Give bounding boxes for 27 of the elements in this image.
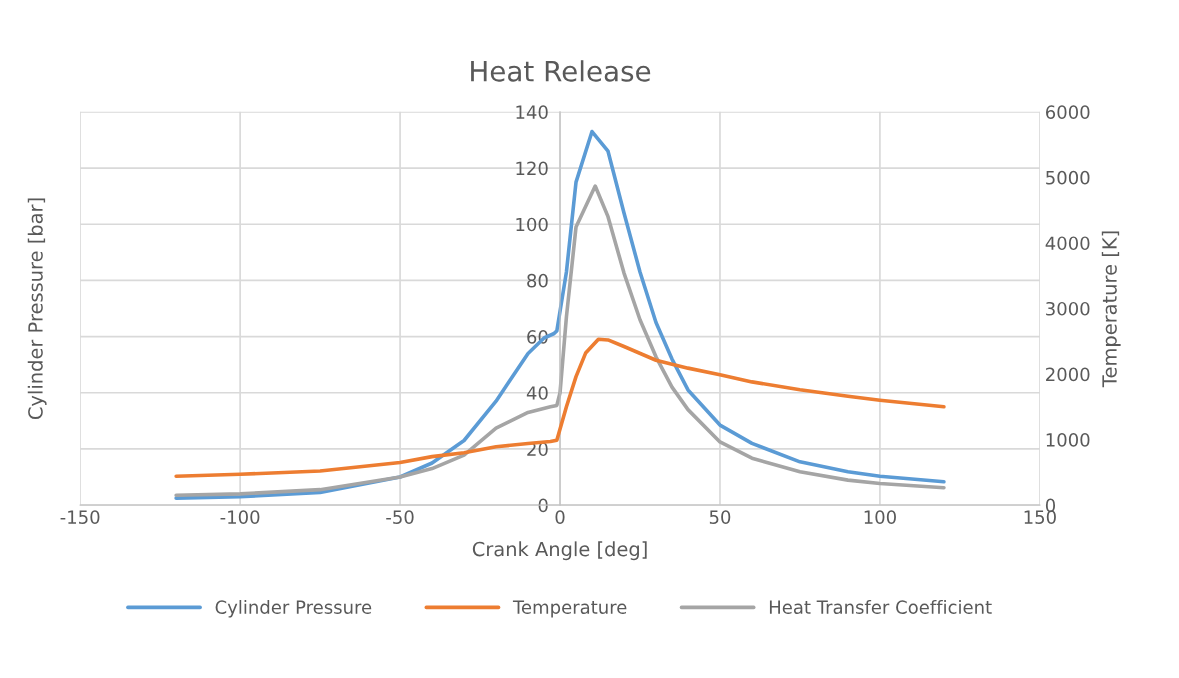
x-tick-label: 0 [555, 510, 565, 524]
y2-tick-label: 3000 [1046, 301, 1090, 316]
chart-title: Heat Release [471, 60, 651, 82]
legend-label: Cylinder Pressure [215, 600, 372, 618]
y-tick-label: 0 [538, 498, 548, 513]
y2-tick-label: 5000 [1046, 170, 1090, 185]
legend-label: Heat Transfer Coefficient [769, 600, 992, 614]
y-tick-label: 100 [516, 217, 548, 232]
y2-axis-title: Temperature [K] [1101, 231, 1121, 388]
y2-tick-label: 6000 [1046, 105, 1090, 119]
x-tick-label: 100 [864, 510, 896, 524]
y-axis-title: Cylinder Pressure [bar] [27, 198, 47, 420]
line-series [174, 129, 946, 500]
legend-label: Temperature [512, 600, 627, 618]
y2-tick-label: 2000 [1046, 367, 1090, 382]
x-axis-title: Crank Angle [deg] [472, 541, 647, 561]
x-tick-label: -100 [220, 510, 260, 524]
x-tick-label: -50 [386, 510, 414, 524]
y-tick-label: 40 [526, 386, 548, 400]
x-tick-label: -150 [60, 510, 100, 524]
x-tick-label: 50 [709, 510, 731, 524]
line-series [174, 184, 946, 498]
y-tick-label: 140 [516, 105, 548, 119]
y-tick-label: 80 [527, 273, 548, 288]
y-tick-label: 120 [516, 161, 548, 176]
y2-tick-label: 4000 [1045, 236, 1090, 251]
y2-tick-label: 1000 [1046, 433, 1090, 447]
